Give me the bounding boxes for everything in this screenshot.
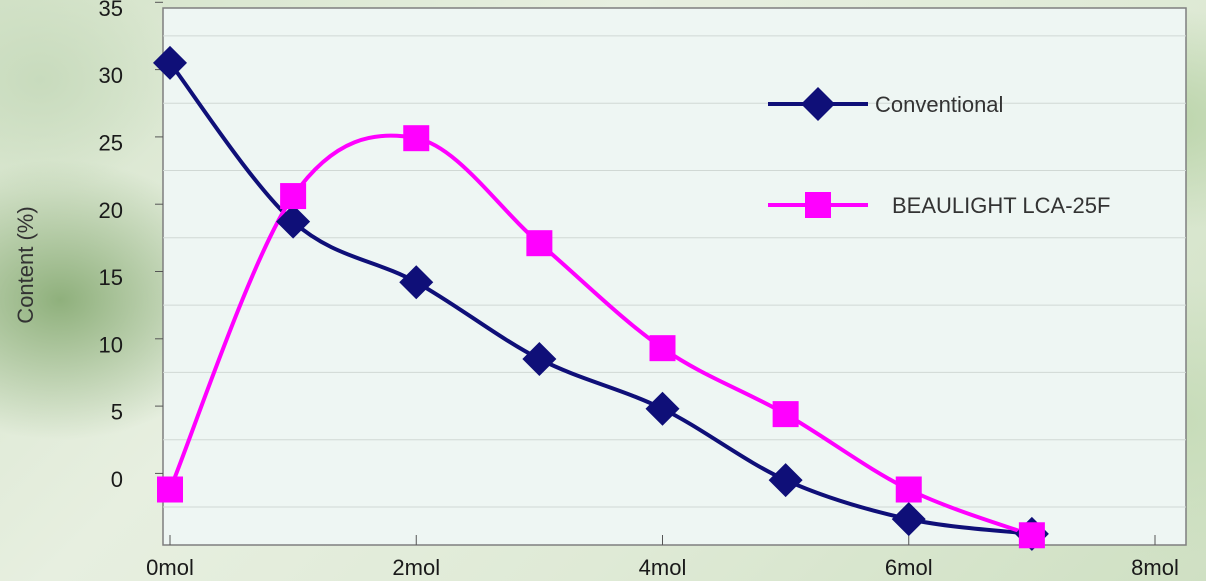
data-point-conventional xyxy=(276,204,311,239)
data-point-conventional xyxy=(153,45,187,80)
axes: 0 5 10 15 20 25 30 35 0mol 2mol 4mol 6mol 8mol xyxy=(99,0,1179,580)
x-tick-label: 2mol xyxy=(392,555,440,580)
x-tick-label: 0mol xyxy=(146,555,194,580)
data-point-conventional xyxy=(399,265,434,300)
data-point-beaulight xyxy=(526,230,553,257)
x-tick-label: 6mol xyxy=(885,555,933,580)
y-tick-label: 5 xyxy=(111,400,123,425)
y-tick-label: 10 xyxy=(99,332,123,357)
y-tick-label: 25 xyxy=(99,131,123,156)
data-point-beaulight xyxy=(649,335,676,362)
legend-marker-beaulight xyxy=(805,192,831,218)
legend-label-beaulight: BEAULIGHT LCA-25F xyxy=(892,193,1110,218)
data-point-conventional xyxy=(522,341,557,376)
data-point-beaulight xyxy=(895,476,922,503)
data-point-beaulight xyxy=(403,125,430,152)
y-tick-label: 35 xyxy=(99,0,123,21)
data-point-beaulight xyxy=(280,183,307,210)
y-tick-label: 30 xyxy=(99,63,123,88)
y-tick-label: 15 xyxy=(99,265,123,290)
plot-area xyxy=(162,7,1187,546)
data-point-conventional xyxy=(891,502,926,537)
x-tick-label: 4mol xyxy=(639,555,687,580)
y-tick-label: 20 xyxy=(99,198,123,223)
legend-marker-conventional xyxy=(801,87,835,121)
x-tick-label: 8mol xyxy=(1131,555,1179,580)
y-tick-label: 0 xyxy=(111,467,123,492)
data-point-beaulight xyxy=(157,476,183,503)
data-point-beaulight xyxy=(1018,522,1045,549)
legend-label-conventional: Conventional xyxy=(875,92,1003,117)
data-point-conventional xyxy=(645,391,680,426)
legend: Conventional BEAULIGHT LCA-25F xyxy=(768,87,1110,218)
data-markers xyxy=(153,45,1049,551)
y-axis-title: Content (%) xyxy=(13,206,38,323)
data-point-conventional xyxy=(768,463,803,498)
grid-lines xyxy=(163,35,1186,508)
data-point-beaulight xyxy=(772,401,799,428)
